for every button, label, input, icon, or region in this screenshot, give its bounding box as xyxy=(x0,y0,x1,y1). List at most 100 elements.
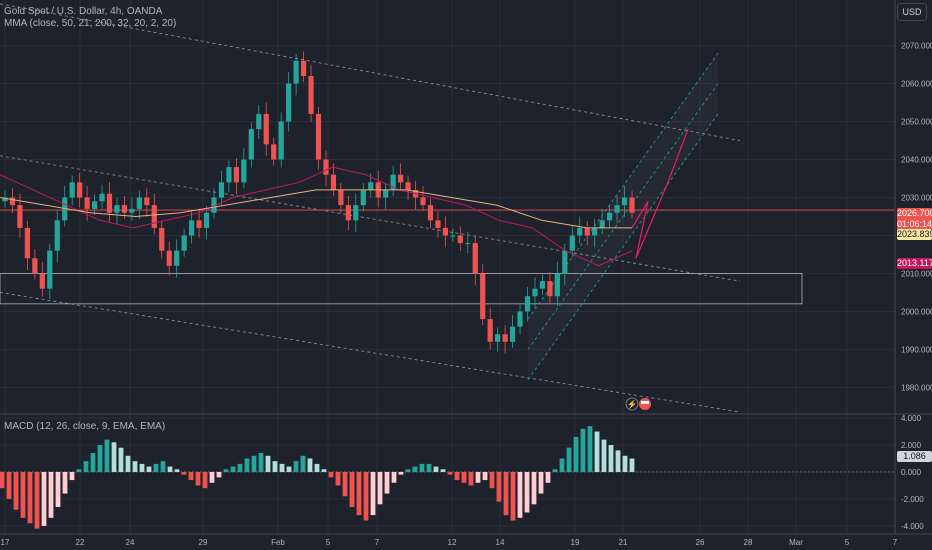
macd-value-tag: 1.086 xyxy=(897,451,932,462)
price-tick-label: 2060.000 xyxy=(901,80,932,89)
horizontal-zone[interactable] xyxy=(0,273,803,305)
macd-bar xyxy=(13,471,19,510)
mma-legend[interactable]: MMA (close, 50, 21, 200, 32, 20, 2, 20) xyxy=(4,18,177,29)
macd-bar xyxy=(27,471,33,524)
macd-bar xyxy=(461,471,467,483)
lightning-icon[interactable] xyxy=(625,397,639,411)
macd-bar xyxy=(174,469,180,472)
macd-bar xyxy=(405,469,411,472)
macd-bar xyxy=(580,428,586,472)
candle-body xyxy=(629,197,635,213)
macd-bar xyxy=(615,450,621,472)
candle-body xyxy=(166,250,172,266)
candle-body xyxy=(129,208,135,213)
macd-bar xyxy=(48,471,54,518)
candle-body xyxy=(91,201,98,209)
price-tick-label: 2040.000 xyxy=(901,156,932,165)
candle-body xyxy=(509,326,516,342)
time-tick-label: 12 xyxy=(448,538,457,547)
candle-body xyxy=(465,243,471,245)
macd-bar xyxy=(629,458,635,472)
uptrend-lower-line[interactable] xyxy=(527,113,719,381)
macd-bar xyxy=(531,471,537,505)
macd-bar xyxy=(195,471,201,486)
candle-body xyxy=(524,296,531,312)
macd-bar xyxy=(83,461,89,472)
macd-bar xyxy=(153,463,159,472)
macd-bar xyxy=(419,463,425,472)
macd-bar xyxy=(377,471,383,505)
macd-bar xyxy=(356,471,362,516)
macd-bar xyxy=(279,463,285,472)
countdown-value: 01:06:14 xyxy=(897,219,932,229)
candle-body xyxy=(368,182,374,190)
macd-bar xyxy=(314,463,320,472)
candle-body xyxy=(487,319,493,342)
macd-bar xyxy=(601,439,607,472)
currency-button[interactable]: USD xyxy=(897,3,927,21)
candle-body xyxy=(427,205,434,221)
candle-body xyxy=(599,220,605,228)
macd-bar xyxy=(209,471,215,483)
macd-bar xyxy=(510,471,516,521)
candle-body xyxy=(9,197,16,206)
candle-body xyxy=(47,250,53,289)
last-price-tag: 2026.700 01:06:14 xyxy=(897,208,932,230)
macd-bar xyxy=(503,471,509,516)
macd-bar xyxy=(454,471,460,481)
candle-body xyxy=(17,205,23,228)
candle-body xyxy=(286,83,292,122)
macd-bar xyxy=(496,471,502,502)
candle-body xyxy=(271,144,277,160)
price-tick-label: 1990.000 xyxy=(901,345,932,354)
macd-bar xyxy=(552,469,558,472)
candle-body xyxy=(293,60,299,84)
macd-bar xyxy=(41,471,47,526)
candle-body xyxy=(263,113,269,145)
price-tick-label: 2070.000 xyxy=(901,42,932,51)
candle-body xyxy=(144,197,150,206)
macd-tick-label: -4.000 xyxy=(901,522,924,531)
candle-body xyxy=(69,182,75,198)
macd-legend[interactable]: MACD (12, 26, close, 9, EMA, EMA) xyxy=(4,421,166,432)
candle-body xyxy=(226,167,232,183)
macd-bar xyxy=(272,461,278,472)
moving-average-line[interactable] xyxy=(0,189,632,229)
candle-body xyxy=(442,227,448,236)
candle-body xyxy=(218,182,225,198)
macd-bar xyxy=(468,471,474,486)
macd-bar xyxy=(524,471,530,513)
macd-bar xyxy=(370,471,376,516)
uptrend-mid-line[interactable] xyxy=(527,83,719,350)
macd-bar xyxy=(76,469,82,472)
macd-bar xyxy=(622,455,628,472)
macd-bar xyxy=(475,471,481,483)
candle-body xyxy=(621,197,628,206)
moving-average-line[interactable] xyxy=(0,166,633,267)
downtrend-lower-line[interactable] xyxy=(0,292,741,413)
macd-bar xyxy=(307,458,313,472)
candle-body xyxy=(189,220,195,236)
candle-body xyxy=(24,227,30,259)
macd-bar xyxy=(482,471,488,481)
time-tick-label: 5 xyxy=(326,538,331,547)
symbol-legend[interactable]: Gold Spot / U.S. Dollar, 4h, OANDA xyxy=(4,6,163,17)
projection-path[interactable] xyxy=(631,128,689,259)
macd-bar xyxy=(181,471,187,475)
event-icons[interactable]: ⚡ xyxy=(625,397,651,411)
macd-bar xyxy=(594,431,600,472)
candle-body xyxy=(278,121,284,160)
candle-body xyxy=(398,174,404,183)
time-tick-label: 19 xyxy=(571,538,580,547)
macd-bar xyxy=(433,466,439,472)
candle-body xyxy=(2,197,8,202)
macd-bar xyxy=(258,453,264,472)
price-tick-label: 2010.000 xyxy=(901,269,932,278)
price-tick-label: 2030.000 xyxy=(901,194,932,203)
downtrend-mid-line[interactable] xyxy=(0,155,741,282)
macd-bar xyxy=(335,471,341,486)
time-tick-label: 5 xyxy=(845,538,850,547)
macd-bar xyxy=(545,471,551,483)
macd-bar xyxy=(62,471,68,494)
